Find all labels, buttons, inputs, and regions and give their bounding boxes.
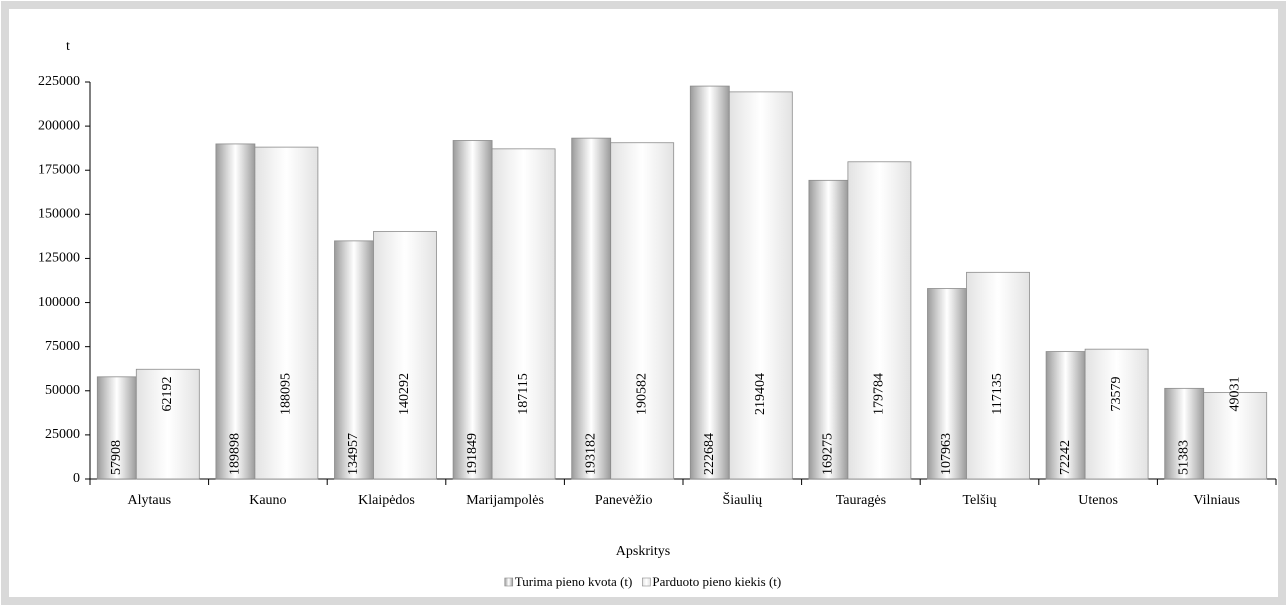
bar: [96, 376, 137, 480]
x-tick-label: Alytaus: [128, 493, 172, 508]
data-label: 219404: [753, 373, 768, 415]
bar: [966, 271, 1030, 480]
y-tick-label: 150000: [38, 207, 80, 222]
bar: [927, 288, 967, 480]
x-tick-label: Šiaulių: [722, 491, 762, 508]
data-label: 51383: [1176, 440, 1191, 475]
data-label: 107963: [939, 433, 954, 475]
x-tick-label: Telšių: [962, 493, 996, 508]
y-tick-label: 225000: [38, 74, 80, 89]
legend: Turima pieno kvota (t) Parduoto pieno kie…: [504, 574, 781, 589]
x-tick-label: Tauragės: [836, 493, 886, 508]
bar: [334, 240, 374, 480]
bar: [452, 140, 493, 480]
bar: [1203, 392, 1268, 480]
bar: [135, 368, 200, 480]
bar: [1164, 387, 1205, 480]
x-tick-label: Utenos: [1078, 493, 1118, 508]
legend-label: Parduoto pieno kiekis (t): [652, 574, 781, 589]
data-label: 189898: [228, 433, 243, 475]
data-label: 191849: [465, 433, 480, 475]
bar: [373, 231, 437, 480]
bar: [689, 85, 730, 480]
y-tick-label: 200000: [38, 118, 80, 133]
legend-swatch: [642, 577, 651, 587]
y-tick-label: 50000: [45, 383, 80, 398]
x-tick-label: Marijampolės: [466, 493, 544, 508]
bar: [491, 148, 556, 480]
bar: [1045, 351, 1086, 480]
bar: [808, 179, 849, 480]
bar: [847, 161, 912, 480]
data-label: 140292: [397, 373, 412, 415]
x-tick-label: Kauno: [249, 493, 286, 508]
x-tick-label: Vilniaus: [1193, 493, 1240, 508]
bar: [254, 146, 319, 480]
data-label: 57908: [109, 440, 124, 475]
data-label: 117135: [990, 373, 1005, 414]
data-label: 193182: [583, 433, 598, 475]
data-label: 169275: [821, 433, 836, 475]
x-tick-label: Panevėžio: [595, 493, 653, 508]
data-label: 73579: [1109, 377, 1124, 412]
legend-label: Turima pieno kvota (t): [515, 574, 633, 589]
data-label: 179784: [872, 373, 887, 415]
data-label: 222684: [702, 433, 717, 475]
data-label: 190582: [634, 373, 649, 415]
y-tick-label: 75000: [45, 339, 80, 354]
x-axis-title: Apskritys: [616, 544, 670, 559]
y-tick-label: 0: [73, 471, 80, 486]
bar: [1084, 348, 1149, 480]
bar: [215, 143, 256, 480]
bar: [610, 142, 675, 480]
bar: [571, 137, 612, 480]
y-tick-label: 100000: [38, 295, 80, 310]
bar: [728, 91, 793, 480]
data-label: 188095: [279, 373, 294, 415]
y-axis-title: t: [66, 39, 70, 54]
y-tick-label: 125000: [38, 251, 80, 266]
legend-swatch: [504, 577, 514, 587]
data-label: 72242: [1058, 440, 1073, 475]
x-tick-label: Klaipėdos: [358, 493, 415, 508]
data-label: 49031: [1227, 377, 1242, 412]
data-label: 62192: [160, 377, 175, 412]
y-tick-label: 175000: [38, 162, 80, 177]
data-label: 134957: [346, 433, 361, 475]
y-tick-label: 25000: [45, 427, 80, 442]
data-label: 187115: [516, 373, 531, 414]
